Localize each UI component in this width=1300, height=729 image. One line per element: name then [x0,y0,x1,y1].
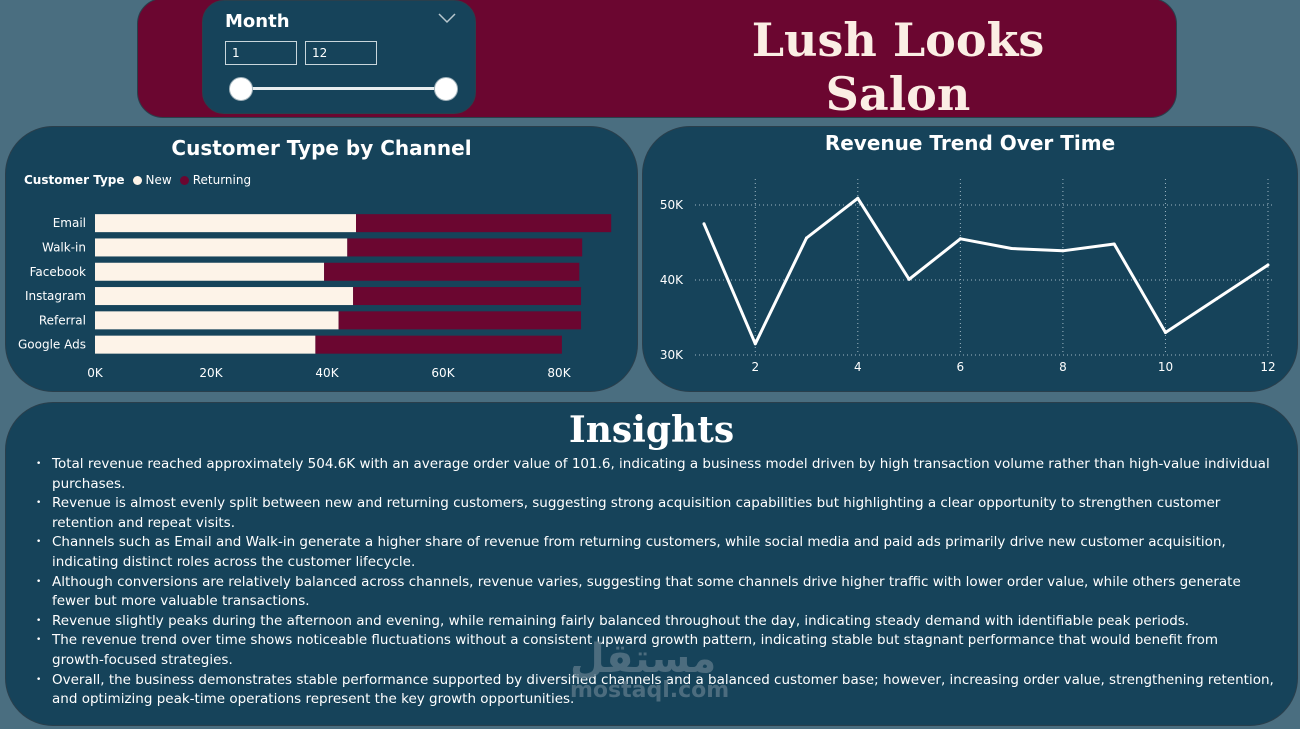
customer-type-panel: Customer Type by Channel Customer Type N… [5,126,638,392]
revenue-point [1163,331,1167,334]
revenue-point [1061,249,1065,253]
insight-item: Although conversions are relatively bala… [34,573,1274,612]
x-tick-label: 80K [547,366,571,380]
legend-new-swatch [132,175,142,185]
insights-title: Insights [568,409,735,451]
insights-list: Total revenue reached approximately 504.… [34,455,1274,710]
revenue-line [702,196,1269,346]
x-tick-label: 20K [199,366,223,380]
slider-handle-end[interactable] [434,77,458,101]
x-tick-label: 6 [957,360,965,374]
bar-category-label: Referral [39,313,86,327]
revenue-trend-panel: Revenue Trend Over Time 2 4 6 8 10 12 30K 40K 50… [642,126,1298,392]
bar-category-label: Google Ads [18,338,86,352]
bar-category-label: Email [53,216,86,230]
slider-track[interactable] [241,87,447,90]
month-slicer[interactable]: Month 1 12 [202,0,476,114]
revenue-point [702,222,706,226]
bar-segment-new [95,262,325,281]
bar-segment-returning [338,311,582,330]
revenue-point [907,277,911,281]
x-tick-label: 40K [315,366,339,380]
bar-chart: Email Walk-in Facebook Instagram Referral Goo… [18,214,612,380]
revenue-point [1215,297,1219,301]
insight-item: Overall, the business demonstrates stabl… [34,671,1274,710]
chevron-down-icon[interactable] [437,10,457,26]
slicer-label: Month [225,11,290,32]
x-tick-label: 60K [431,366,455,380]
slider-handle-start[interactable] [229,77,253,101]
revenue-point [1266,263,1270,267]
revenue-point [1010,247,1014,250]
bar-segment-new [95,335,316,354]
month-to-input[interactable]: 12 [305,41,377,65]
y-tick-label: 50K [660,198,684,212]
legend-new-label: New [145,173,172,187]
bar-segment-returning [356,214,612,233]
revenue-point [753,342,757,346]
bar-segment-new [95,238,348,257]
bar-segment-returning [353,287,582,306]
bar-category-label: Walk-in [42,240,86,254]
legend-title: Customer Type [24,173,125,187]
legend-returning-swatch [179,175,189,185]
insight-item: The revenue trend over time shows notice… [34,631,1274,670]
revenue-point [958,237,962,241]
bar-segment-new [95,214,356,233]
bar-segment-new [95,311,339,330]
legend-returning-label: Returning [192,173,252,187]
y-tick-label: 30K [660,348,684,362]
revenue-point [1112,242,1116,246]
month-from-input[interactable]: 1 [225,41,297,65]
bar-segment-returning [315,335,562,354]
insight-item: Total revenue reached approximately 504.… [34,455,1274,494]
bar-category-label: Facebook [30,265,86,279]
x-tick-label: 0K [87,366,104,380]
x-tick-label: 12 [1260,360,1275,374]
bar-segment-returning [324,262,580,281]
bar-segment-returning [347,238,583,257]
x-tick-label: 4 [854,360,862,374]
dashboard-title: Lush Looks Salon [751,13,1045,121]
x-tick-label: 8 [1059,360,1067,374]
bar-chart-title: Customer Type by Channel [171,136,472,160]
insights-panel: Insights Total revenue reached approxima… [5,402,1298,726]
bar-legend: Customer Type New Returning [24,173,251,187]
line-chart-title: Revenue Trend Over Time [824,131,1116,155]
x-tick-label: 10 [1158,360,1173,374]
x-tick-label: 2 [751,360,759,374]
y-tick-label: 40K [660,273,684,287]
revenue-point [805,236,809,240]
insight-item: Channels such as Email and Walk-in gener… [34,533,1274,572]
bar-segment-new [95,287,354,306]
bar-category-label: Instagram [25,289,86,303]
line-chart: 2 4 6 8 10 12 30K 40K 50K [660,179,1276,374]
revenue-point [856,196,860,200]
insight-item: Revenue is almost evenly split between n… [34,494,1274,533]
insight-item: Revenue slightly peaks during the aftern… [34,612,1274,632]
